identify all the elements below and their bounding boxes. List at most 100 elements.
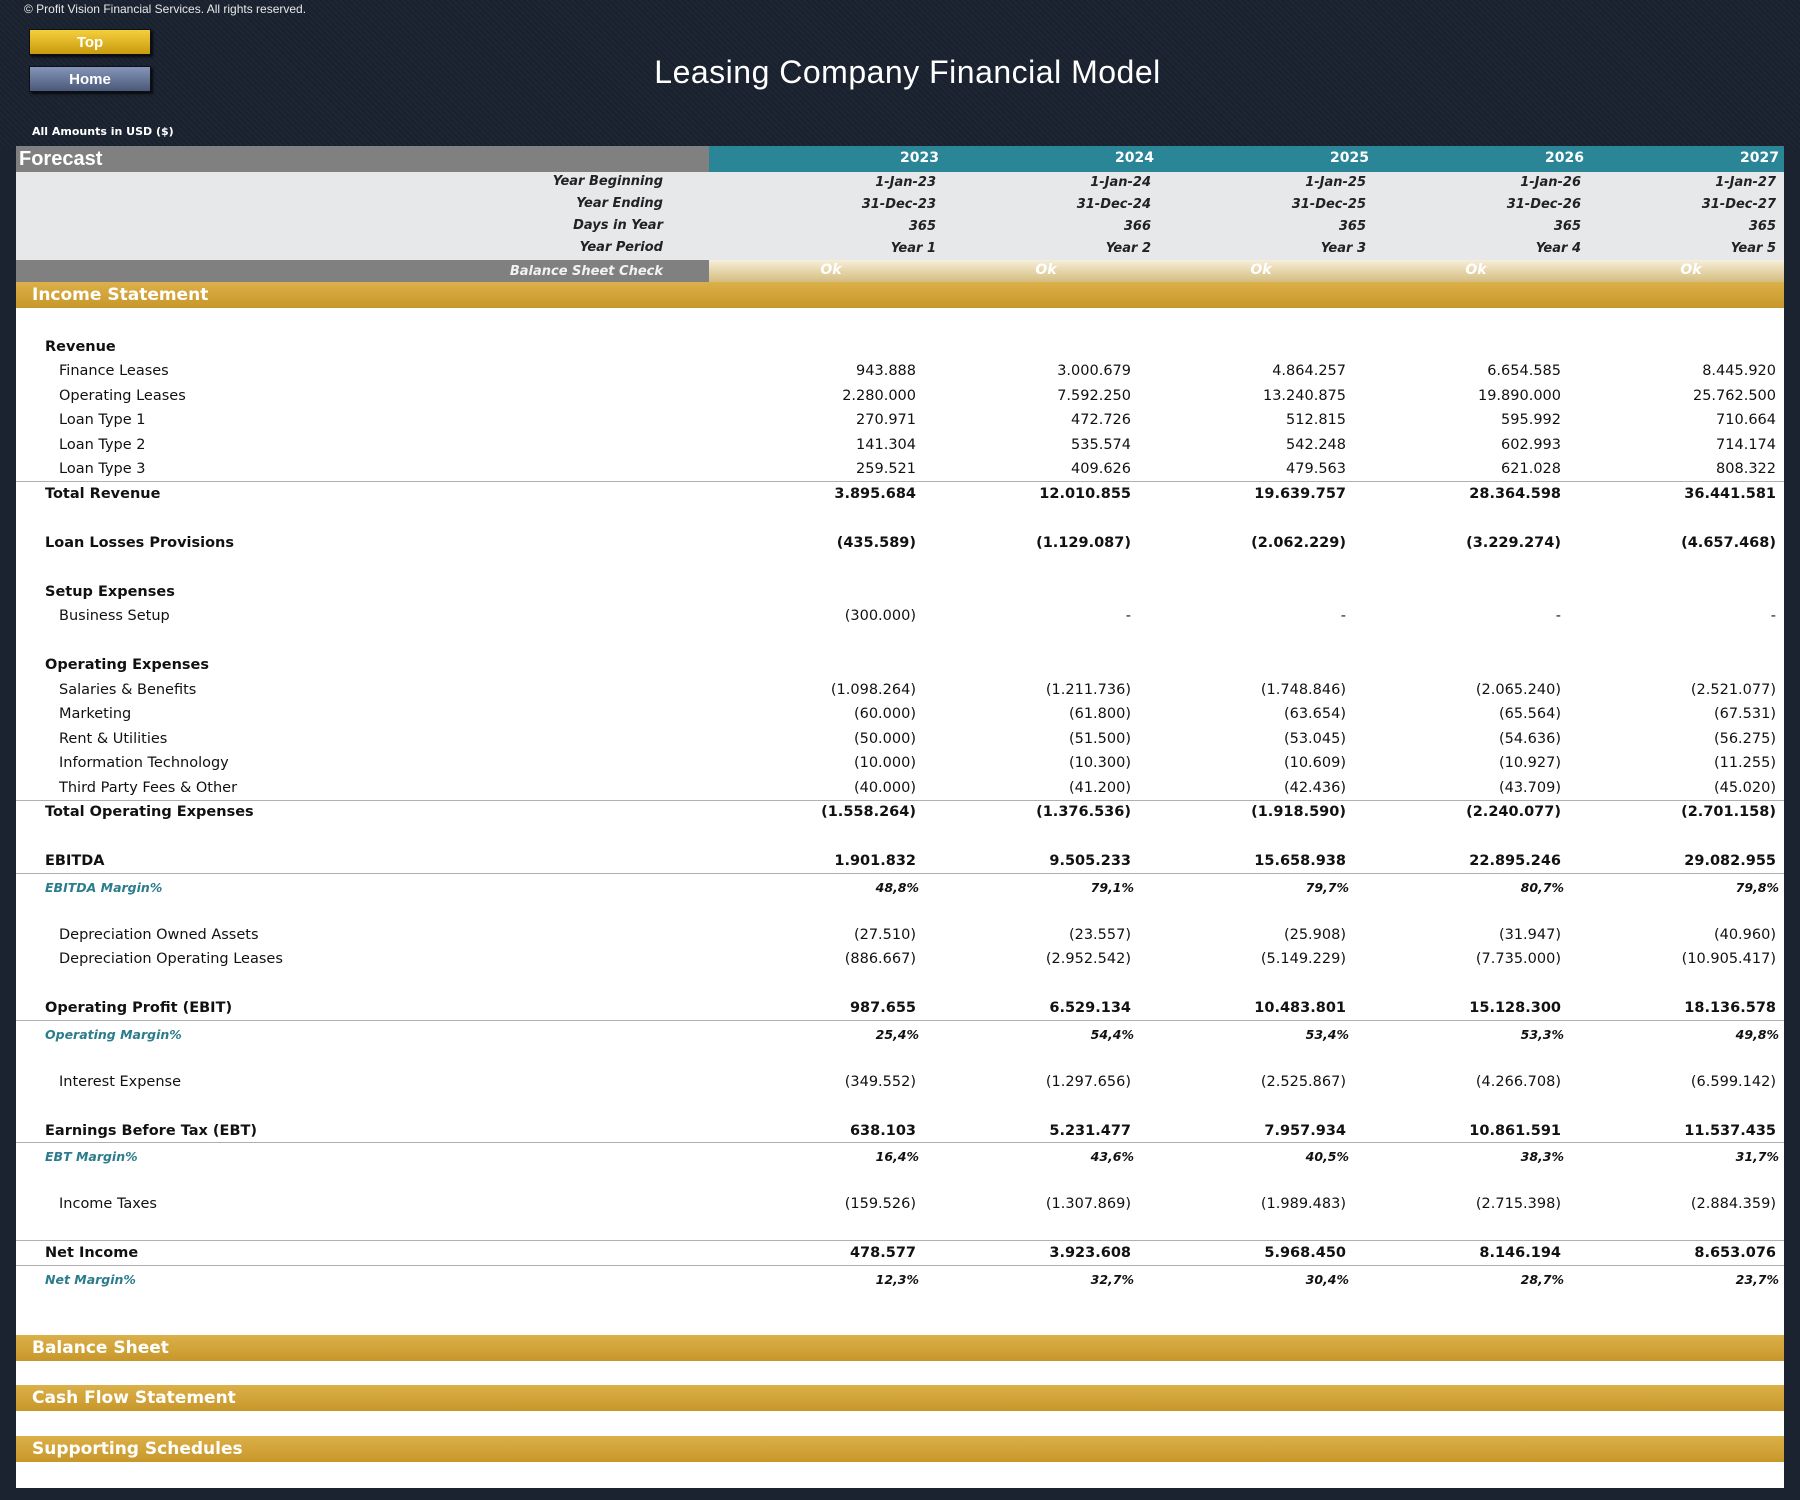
spreadsheet: Forecast 2023 2024 2025 2026 2027 Year B…: [16, 146, 1784, 1488]
meta-value: 31-Dec-26: [1506, 197, 1581, 212]
cell-value: 3.923.608: [1049, 1245, 1131, 1261]
cell-value: 478.577: [849, 1245, 916, 1261]
cell-value: 10.861.591: [1469, 1123, 1561, 1139]
currency-units-label: All Amounts in USD ($): [32, 125, 174, 138]
meta-value: 365: [1553, 219, 1581, 234]
check-status-ok: Ok: [1250, 262, 1272, 278]
meta-label: Year Period: [579, 240, 663, 255]
table-row: Loan Losses Provisions (435.589) (1.129.08…: [16, 533, 1784, 557]
row-label: Earnings Before Tax (EBT): [45, 1123, 258, 1139]
cell-value: 25.762.500: [1692, 388, 1776, 404]
section-cash-flow-statement[interactable]: Cash Flow Statement: [16, 1385, 1784, 1411]
cell-value: 2.280.000: [842, 388, 916, 404]
cell-value: (11.255): [1713, 755, 1776, 771]
table-row: Marketing (60.000) (61.800) (63.654) (65.564…: [16, 704, 1784, 728]
cell-value: 512.815: [1286, 412, 1346, 428]
cell-value: (67.531): [1713, 706, 1776, 722]
cell-value: (41.200): [1068, 780, 1131, 796]
cell-value: -: [1555, 608, 1561, 624]
cell-value: 7.592.250: [1057, 388, 1131, 404]
table-row: Loan Type 2 141.304 535.574 542.248 602.993 7…: [16, 435, 1784, 459]
row-label: EBITDA Margin%: [45, 880, 163, 895]
cell-value: 36.441.581: [1684, 486, 1776, 502]
cell-value: 621.028: [1501, 461, 1561, 477]
cell-value: 3.000.679: [1057, 363, 1131, 379]
cell-value: 535.574: [1071, 437, 1131, 453]
row-separator: [16, 1240, 1784, 1241]
meta-value: Year 3: [1320, 241, 1366, 256]
cell-value: (61.800): [1068, 706, 1131, 722]
row-label: Business Setup: [59, 608, 170, 624]
cell-value: 31,7%: [1735, 1149, 1779, 1164]
row-separator: [16, 1020, 1784, 1021]
year-beginning-row: Year Beginning 1-Jan-23 1-Jan-24 1-Jan-2…: [16, 172, 1784, 194]
cell-value: 5.968.450: [1264, 1245, 1346, 1261]
cell-value: 602.993: [1501, 437, 1561, 453]
copyright-text: © Profit Vision Financial Services. All …: [24, 2, 307, 16]
meta-value: 1-Jan-25: [1305, 175, 1366, 190]
year-header-2023: 2023: [900, 150, 939, 166]
row-label: Revenue: [45, 339, 116, 355]
table-row: Operating Expenses: [16, 655, 1784, 679]
check-status-ok: Ok: [1035, 262, 1057, 278]
section-supporting-schedules[interactable]: Supporting Schedules: [16, 1436, 1784, 1462]
row-label: Interest Expense: [59, 1074, 182, 1090]
row-label: Total Operating Expenses: [45, 804, 254, 820]
cell-value: (2.952.542): [1045, 951, 1131, 967]
cell-value: (56.275): [1713, 731, 1776, 747]
table-row: Interest Expense (349.552) (1.297.656) (2.5…: [16, 1072, 1784, 1096]
cell-value: 714.174: [1716, 437, 1776, 453]
meta-value: 366: [1123, 219, 1151, 234]
forecast-label: Forecast: [16, 146, 709, 172]
cell-value: (43.709): [1498, 780, 1561, 796]
cell-value: (2.240.077): [1466, 804, 1561, 820]
year-ending-row: Year Ending 31-Dec-23 31-Dec-24 31-Dec-2…: [16, 194, 1784, 216]
cell-value: (54.636): [1498, 731, 1561, 747]
row-label: Depreciation Owned Assets: [59, 927, 259, 943]
cell-value: 49,8%: [1735, 1027, 1779, 1042]
row-label: Loan Type 1: [59, 412, 146, 428]
cell-value: 25,4%: [875, 1027, 919, 1042]
cell-value: 32,7%: [1090, 1272, 1134, 1287]
header-background: [0, 0, 1800, 148]
row-label: Third Party Fees & Other: [59, 780, 238, 796]
row-label: Information Technology: [59, 755, 229, 771]
table-row: Salaries & Benefits (1.098.264) (1.211.736…: [16, 680, 1784, 704]
cell-value: 40,5%: [1305, 1149, 1349, 1164]
home-button[interactable]: Home: [29, 66, 151, 92]
year-header-2025: 2025: [1330, 150, 1369, 166]
cell-value: 15.128.300: [1469, 1000, 1561, 1016]
meta-value: 31-Dec-27: [1701, 197, 1776, 212]
section-income-statement[interactable]: Income Statement: [16, 282, 1784, 308]
cell-value: (886.667): [844, 951, 916, 967]
section-balance-sheet[interactable]: Balance Sheet: [16, 1335, 1784, 1361]
year-header-2026: 2026: [1545, 150, 1584, 166]
cell-value: 28,7%: [1520, 1272, 1564, 1287]
table-row: Depreciation Owned Assets (27.510) (23.557…: [16, 925, 1784, 949]
cell-value: (65.564): [1498, 706, 1561, 722]
forecast-header-row: Forecast 2023 2024 2025 2026 2027: [16, 146, 1784, 172]
cell-value: (6.599.142): [1690, 1074, 1776, 1090]
top-button[interactable]: Top: [29, 29, 151, 55]
cell-value: (1.297.656): [1045, 1074, 1131, 1090]
cell-value: 22.895.246: [1469, 853, 1561, 869]
cell-value: 943.888: [856, 363, 916, 379]
cell-value: 19.890.000: [1477, 388, 1561, 404]
cell-value: (1.129.087): [1036, 535, 1131, 551]
row-separator: [16, 800, 1784, 801]
cell-value: 79,7%: [1305, 880, 1349, 895]
row-label: Finance Leases: [59, 363, 169, 379]
cell-value: 43,6%: [1090, 1149, 1134, 1164]
meta-value: 365: [1338, 219, 1366, 234]
row-label: Loan Losses Provisions: [45, 535, 235, 551]
cell-value: 409.626: [1071, 461, 1131, 477]
cell-value: (10.905.417): [1681, 951, 1776, 967]
year-period-row: Year Period Year 1 Year 2 Year 3 Year 4 …: [16, 238, 1784, 260]
table-row: EBITDA 1.901.832 9.505.233 15.658.938 22.895…: [16, 851, 1784, 875]
row-label: Income Taxes: [59, 1196, 157, 1212]
table-row: Operating Profit (EBIT) 987.655 6.529.134 1…: [16, 998, 1784, 1022]
cell-value: 79,8%: [1735, 880, 1779, 895]
meta-value: Year 1: [890, 241, 936, 256]
meta-value: 1-Jan-26: [1520, 175, 1581, 190]
table-row: Business Setup (300.000) - - - -: [16, 606, 1784, 630]
